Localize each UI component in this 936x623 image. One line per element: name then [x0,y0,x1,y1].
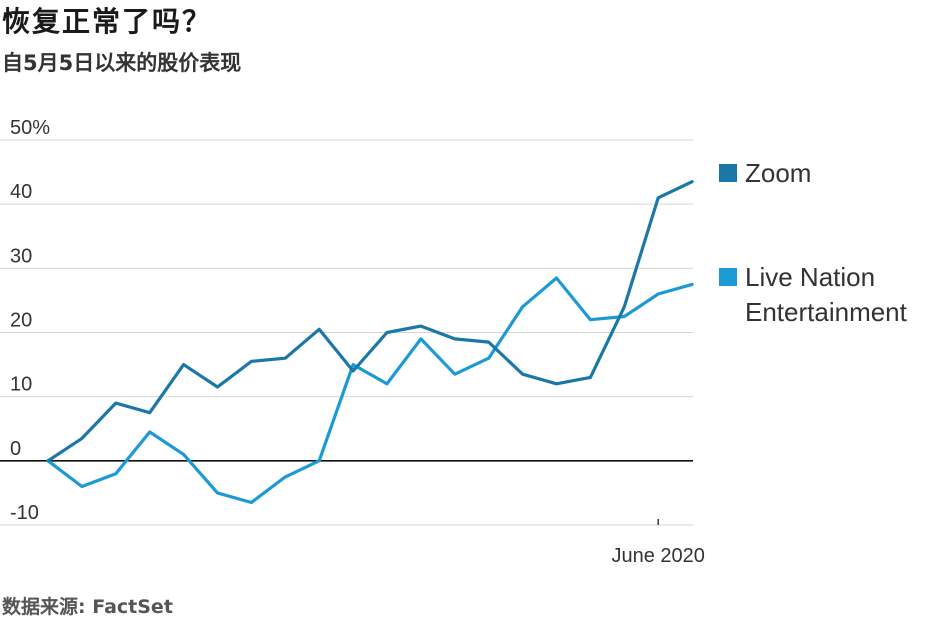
y-tick-label: 10 [10,374,32,396]
y-tick-label: 20 [10,310,32,332]
legend-label-zoom: Zoom [745,158,811,188]
legend-label-live-nation-entertainment: Entertainment [745,297,908,327]
x-tick-label: June 2020 [611,545,704,567]
series-line-live-nation-entertainment [46,276,694,505]
series-line-zoom [46,180,694,463]
source-note: 数据来源: FactSet [2,596,173,618]
legend: Zoom Live Nation Entertainment [719,158,908,327]
legend-swatch-zoom [719,164,737,182]
series-lines [46,180,694,505]
gridlines [0,139,693,526]
axes: 50% 40 30 20 10 0 -10 June 2020 [0,117,705,567]
y-tick-label: 30 [10,245,32,267]
legend-label-live-nation-entertainment: Live Nation [745,262,875,292]
y-tick-label: 50% [10,117,50,139]
chart-title: 恢复正常了吗？ [2,5,213,38]
chart-subtitle: 自5月5日以来的股价表现 [2,51,242,75]
y-tick-label: 0 [10,438,21,460]
legend-swatch-live-nation-entertainment [719,268,737,286]
y-tick-label: 40 [10,181,32,203]
y-tick-label: -10 [10,502,39,524]
